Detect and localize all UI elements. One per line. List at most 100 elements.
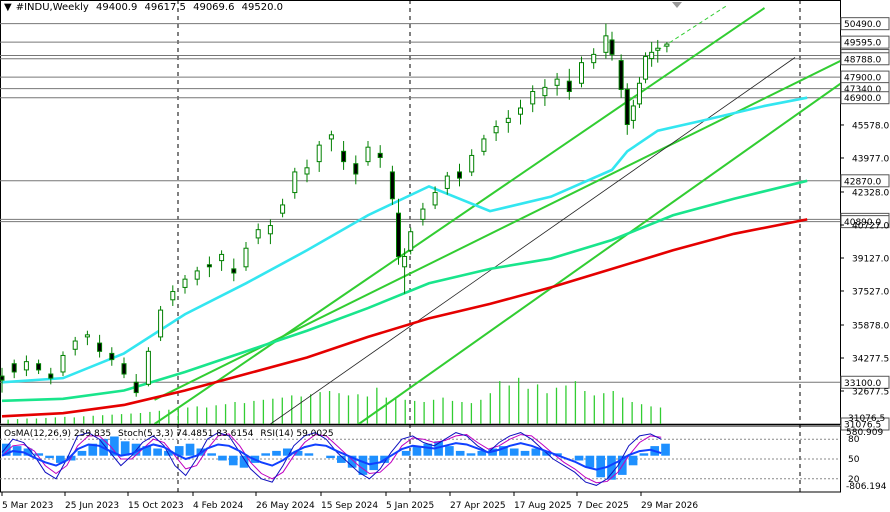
candle	[420, 202, 426, 226]
candle	[255, 223, 261, 245]
candle	[566, 68, 572, 100]
candle-body	[97, 342, 103, 352]
candle	[603, 23, 609, 59]
candle-body	[231, 268, 237, 274]
candle-body	[481, 138, 487, 152]
indicator-level-label: 50	[848, 455, 860, 465]
candle-body	[84, 334, 90, 338]
candle	[377, 145, 383, 168]
osma-bar	[34, 453, 44, 456]
candle	[158, 305, 164, 342]
price-level-box	[840, 417, 890, 431]
price-tick-label: 43977.0	[852, 154, 889, 164]
candle	[542, 79, 548, 106]
candle	[408, 227, 414, 255]
candle	[649, 42, 655, 67]
candle-body	[655, 47, 661, 51]
channel-line	[154, 59, 840, 401]
price-tick-label: 42328.0	[852, 188, 889, 198]
close-value: 49520.0	[241, 2, 283, 13]
price-tick-label: 37527.0	[852, 287, 889, 297]
candle	[182, 275, 188, 294]
osma-bar	[337, 455, 346, 463]
candle	[316, 141, 322, 172]
candle-body	[432, 192, 438, 206]
price-level-label: 33100.0	[844, 379, 881, 389]
candle-body	[170, 291, 176, 301]
candle-body	[36, 363, 42, 371]
candle	[365, 141, 371, 166]
candle	[194, 266, 200, 286]
price-level-label: 40890.0	[844, 218, 881, 228]
date-tick-label: 26 May 2024	[256, 501, 315, 511]
price-tick-label: 35878.0	[852, 321, 889, 331]
candle-body	[219, 253, 225, 262]
candle-body	[60, 354, 66, 373]
candle-body	[158, 309, 164, 338]
candle	[341, 141, 347, 170]
price-tick-label: 45578.0	[852, 121, 889, 131]
date-tick-label: 15 Oct 2023	[128, 501, 184, 511]
osma-bar	[45, 455, 54, 459]
indicator-max-label: 580.909	[846, 428, 883, 438]
osma-bar	[142, 446, 152, 456]
candle-body	[402, 255, 408, 268]
candle	[643, 52, 649, 84]
candle-body	[636, 82, 642, 105]
candle	[145, 347, 151, 387]
candle-body	[267, 225, 273, 235]
date-tick-label: 29 Mar 2026	[641, 501, 698, 511]
candle	[23, 355, 29, 377]
osma-bar	[445, 446, 454, 456]
price-tick-label: 34277.5	[852, 354, 889, 364]
channel-line	[358, 82, 840, 424]
price-plot	[0, 4, 840, 424]
price-level-label: 31076.5	[844, 421, 881, 431]
candle	[554, 72, 560, 96]
dropdown-arrow-icon[interactable]: ▼	[4, 2, 12, 13]
candle-body	[133, 381, 139, 394]
candle-body	[0, 375, 5, 381]
osma-label: OsMA(12,26,9) 259.835	[4, 429, 112, 439]
price-level-label: 47900.0	[844, 74, 881, 84]
candle-body	[649, 51, 655, 60]
candle-body	[365, 146, 371, 163]
price-level-label: 50490.0	[844, 20, 881, 30]
candle-body	[591, 53, 597, 64]
candle-body	[377, 152, 383, 159]
osma-bar	[120, 441, 130, 456]
price-level-box	[840, 17, 890, 31]
candle-body	[554, 78, 560, 86]
candle-body	[292, 171, 298, 194]
candle-body	[493, 126, 499, 134]
indicator-plot	[0, 432, 840, 486]
osma-bar	[607, 455, 616, 480]
candle	[481, 134, 487, 156]
osma-bar	[56, 455, 65, 463]
osma-bar	[185, 443, 195, 456]
price-level-box	[840, 52, 890, 66]
candle	[267, 219, 273, 245]
osma-bar	[282, 448, 292, 456]
candle-body	[121, 363, 127, 375]
candle	[219, 250, 225, 271]
osma-bar	[23, 448, 33, 456]
candle-body	[328, 134, 334, 140]
candle	[444, 171, 450, 195]
osma-bar	[358, 455, 368, 475]
price-tick-label: 31076.5	[848, 414, 885, 424]
candle	[591, 48, 597, 69]
candle-body	[145, 350, 151, 385]
date-tick-label: 27 Apr 2025	[450, 501, 506, 511]
candle-body	[530, 91, 536, 105]
date-tick-label: 4 Feb 2024	[193, 501, 244, 511]
osma-bar	[585, 455, 595, 468]
osma-bar	[477, 450, 487, 456]
osma-bar	[466, 453, 476, 456]
osma-bar	[520, 450, 530, 456]
candle	[624, 83, 630, 135]
candle-body	[505, 117, 511, 123]
osma-bar	[293, 450, 303, 456]
